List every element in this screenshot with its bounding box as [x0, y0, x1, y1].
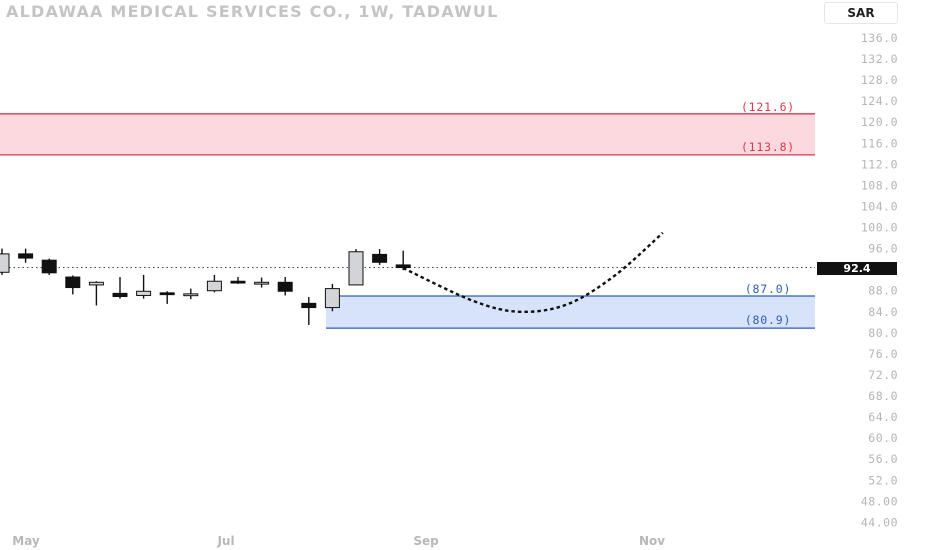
candle-body [65, 276, 81, 289]
support-label: (87.0) [745, 282, 791, 296]
y-tick-label: 60.0 [868, 431, 898, 445]
currency-button[interactable]: SAR [824, 2, 898, 24]
candle [112, 277, 128, 299]
y-tick-label: 112.0 [861, 157, 898, 171]
y-tick-label: 72.0 [868, 368, 898, 382]
y-tick-label: 64.0 [868, 410, 898, 424]
candle [254, 277, 270, 288]
y-tick-label: 76.0 [868, 347, 898, 361]
candle [230, 277, 246, 284]
y-tick-label: 120.0 [861, 115, 898, 129]
x-tick-label: May [12, 534, 40, 548]
y-tick-label: 44.00 [861, 515, 898, 529]
y-tick-label: 84.0 [868, 305, 898, 319]
y-tick-label: 68.0 [868, 389, 898, 403]
x-tick-label: Sep [413, 534, 439, 548]
y-tick-label: 88.0 [868, 284, 898, 298]
candle [183, 288, 199, 300]
candle-body [230, 280, 246, 284]
candle-body [183, 293, 199, 297]
candles-layer [0, 248, 411, 325]
support-zone [326, 295, 815, 329]
candle-body [254, 281, 270, 285]
y-tick-label: 100.0 [861, 221, 898, 235]
y-tick-label: 128.0 [861, 73, 898, 87]
candle [277, 277, 293, 296]
candle [348, 249, 364, 286]
candle [159, 291, 175, 304]
y-tick-label: 56.0 [868, 452, 898, 466]
candle [65, 275, 81, 295]
y-tick-label: 136.0 [861, 31, 898, 45]
candle-body [0, 253, 10, 273]
candle-body [206, 280, 222, 292]
candle-body [348, 251, 364, 286]
y-tick-label: 124.0 [861, 94, 898, 108]
y-tick-label: 48.00 [861, 494, 898, 508]
y-tick-label: 52.0 [868, 473, 898, 487]
x-tick-label: Nov [639, 534, 665, 548]
candle [41, 258, 57, 275]
chart-title: ALDAWAA MEDICAL SERVICES CO., 1W, TADAWU… [6, 2, 499, 21]
y-tick-label: 108.0 [861, 178, 898, 192]
candle-body [18, 253, 34, 259]
candle [372, 249, 388, 265]
candle-body [112, 292, 128, 298]
support-label: (80.9) [745, 313, 791, 327]
candle-body [372, 253, 388, 263]
resistance-label: (121.6) [741, 100, 795, 114]
resistance-zone [0, 113, 815, 155]
y-axis: 136.0 132.0 128.0 124.0 120.0 116.0 112.0 108.0… [861, 31, 898, 529]
candle [324, 283, 340, 312]
projection-layer [402, 231, 664, 314]
candle [136, 274, 152, 299]
zones-layer: (121.6) (113.8) (87.0) (80.9) [0, 100, 815, 329]
candle-body [159, 292, 175, 296]
y-tick-label: 132.0 [861, 52, 898, 66]
candle [301, 297, 317, 325]
candle [206, 274, 222, 293]
projection-curve [402, 231, 664, 314]
candle-body [136, 290, 152, 296]
last-price-tag: 92.4 [817, 262, 897, 275]
candle-body [88, 281, 104, 286]
candle-body [301, 302, 317, 309]
candle-body [41, 259, 57, 274]
y-tick-label: 80.0 [868, 326, 898, 340]
candle [18, 248, 34, 263]
y-tick-label: 104.0 [861, 199, 898, 213]
candle-body [277, 281, 293, 292]
candle [395, 250, 411, 271]
y-tick-label: 116.0 [861, 136, 898, 150]
y-tick-label: 96.0 [868, 242, 898, 256]
candle [0, 248, 10, 275]
candle-body [395, 264, 411, 269]
candle-body [324, 288, 340, 309]
x-axis: May Jul Sep Nov [12, 534, 665, 548]
resistance-label: (113.8) [741, 140, 795, 154]
x-tick-label: Jul [216, 534, 234, 548]
candle [88, 281, 104, 306]
